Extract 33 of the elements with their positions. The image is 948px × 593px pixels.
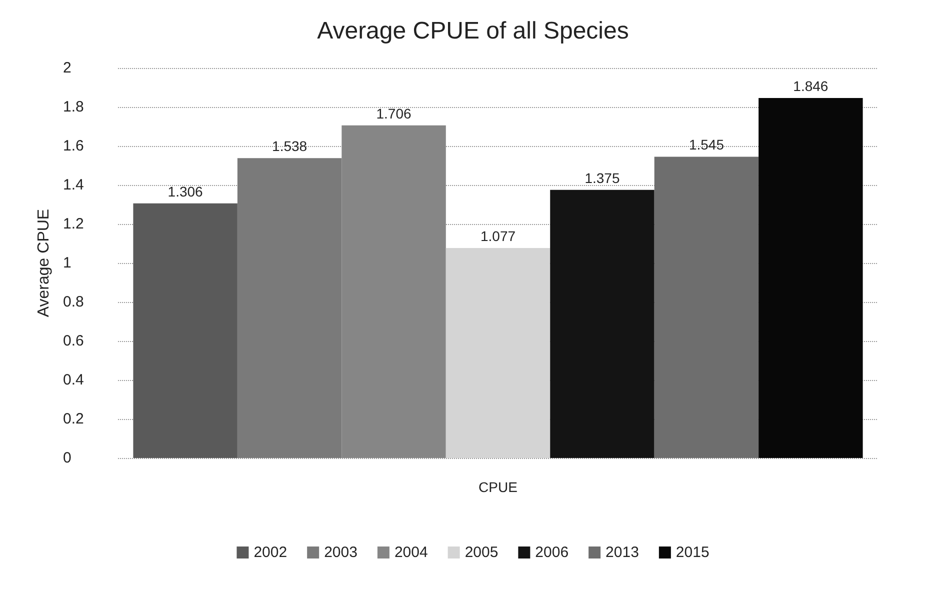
y-tick-label: 0.6 [63,332,84,350]
legend-label: 2004 [394,544,428,561]
y-tick-label: 0.2 [63,410,84,428]
y-axis-title: Average CPUE [36,208,53,318]
data-label: 1.545 [688,136,724,153]
data-label: 1.375 [584,170,620,186]
legend-label: 2015 [676,544,710,561]
bar [133,203,238,458]
bar [758,98,863,458]
legend-label: 2002 [254,544,288,561]
y-tick-label: 1.2 [63,216,84,232]
y-tick-label: 1 [63,254,72,272]
legend-label: 2006 [535,544,569,561]
y-tick-label: 0.8 [63,294,84,310]
y-tick-label: 1.8 [63,98,84,116]
x-tick-label: CPUE [478,479,518,495]
y-tick-label: 2 [63,60,72,76]
bar [446,248,550,458]
y-tick-label: 1.4 [63,176,84,194]
legend-label: 2005 [464,544,498,561]
bar [654,156,759,458]
data-label: 1.306 [168,183,204,200]
data-label: 1.846 [793,78,828,94]
data-label: 1.077 [480,228,516,244]
y-tick-label: 0 [63,450,72,466]
legend-label: 2013 [606,544,639,561]
data-label: 1.538 [272,138,308,154]
data-label: 1.706 [376,105,412,122]
legend-label: 2003 [324,544,358,561]
chart-title: Average CPUE of all Species [317,18,629,44]
bar [550,190,654,458]
y-tick-label: 0.4 [63,372,84,388]
y-tick-label: 1.6 [63,138,84,154]
